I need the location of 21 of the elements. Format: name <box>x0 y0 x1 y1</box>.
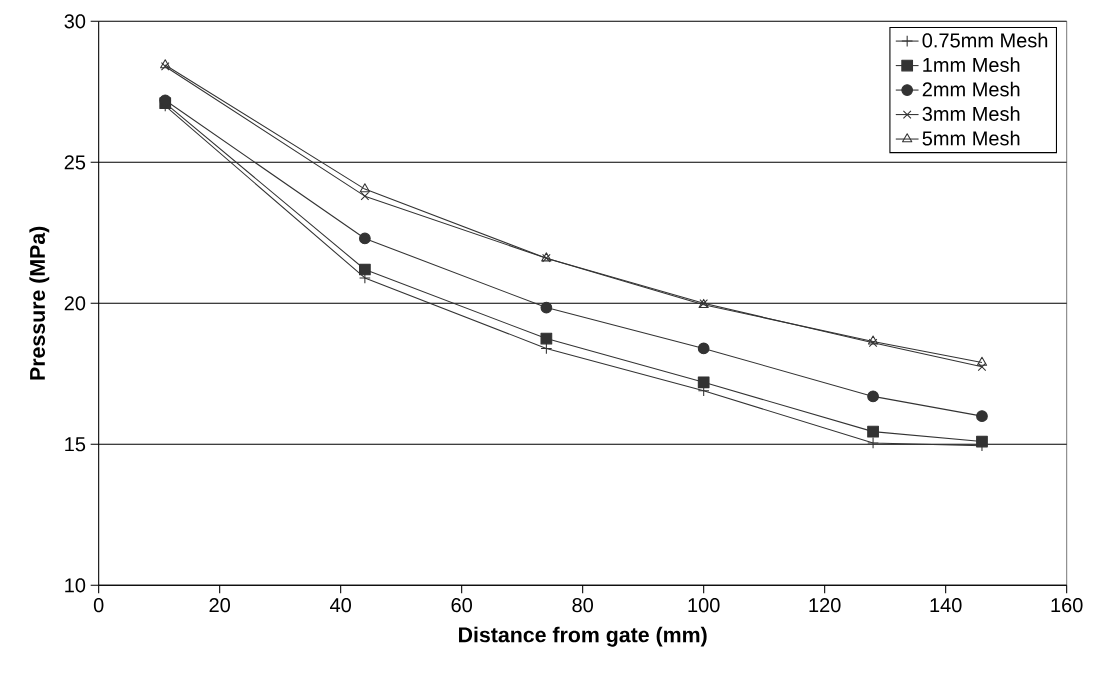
x-tick-label: 40 <box>330 598 351 613</box>
y-tick-label: 25 <box>64 155 86 170</box>
x-tick-label: 0 <box>93 598 104 613</box>
y-tick-label: 15 <box>65 437 86 452</box>
legend-label: 2mm Mesh <box>922 81 1020 97</box>
legend-label: 0.75mm Mesh <box>922 32 1048 48</box>
x-tick-label: 80 <box>572 598 593 613</box>
x-axis-title: Distance from gate (mm) <box>459 626 707 647</box>
legend-label: 1mm Mesh <box>923 57 1020 73</box>
x-tick-label: 160 <box>1051 598 1083 613</box>
x-tick-label: 140 <box>930 598 962 613</box>
x-tick-label: 120 <box>809 598 841 613</box>
y-tick-label: 30 <box>64 14 86 29</box>
x-tick-label: 100 <box>688 598 720 613</box>
y-axis-title: Pressure (MPa) <box>29 226 50 380</box>
y-tick-label: 20 <box>64 296 86 311</box>
x-tick-label: 20 <box>209 598 230 613</box>
x-tick-label: 60 <box>451 598 472 613</box>
legend-label: 5mm Mesh <box>922 130 1020 146</box>
y-tick-label: 10 <box>65 578 86 593</box>
legend-label: 3mm Mesh <box>922 106 1020 121</box>
